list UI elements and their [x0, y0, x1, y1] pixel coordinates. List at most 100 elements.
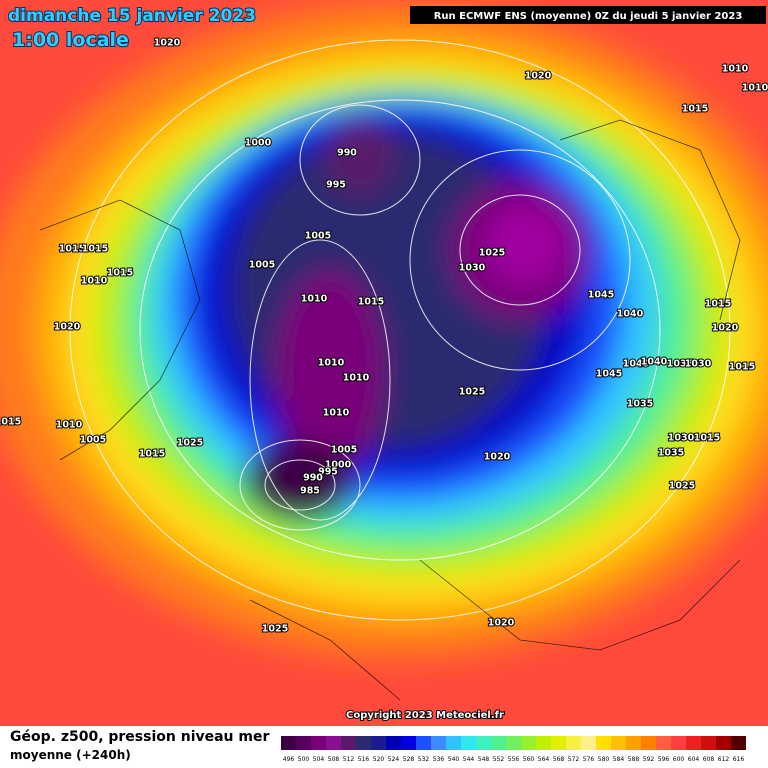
geopotential-field	[0, 0, 768, 660]
isobar-label: 1015	[0, 417, 21, 428]
legend-tick-label: 572	[568, 756, 580, 763]
coastlines	[39, 119, 741, 701]
isobar-label: 1045	[596, 369, 622, 380]
legend-tick-label: 584	[613, 756, 625, 763]
legend-swatch	[506, 736, 521, 750]
isobar-label: 1010	[722, 64, 749, 75]
isobar-label: 1025	[177, 438, 203, 449]
isobar-label: 1005	[80, 435, 106, 446]
legend-tick-label: 504	[313, 756, 325, 763]
isobar-label: 1025	[262, 624, 288, 635]
legend-swatch	[686, 736, 701, 750]
legend-tick-label: 532	[418, 756, 430, 763]
legend-swatch	[491, 736, 506, 750]
legend-tick-label: 580	[598, 756, 610, 763]
isobar-label: 1045	[623, 359, 649, 370]
isobar-label: 1005	[305, 231, 331, 242]
legend-swatch	[281, 736, 296, 750]
legend-tick-label: 524	[388, 756, 400, 763]
legend-swatch	[401, 736, 416, 750]
isobar-label: 1010	[318, 358, 345, 369]
isobar-label: 1025	[459, 387, 485, 398]
legend-swatch	[641, 736, 656, 750]
legend-swatch	[446, 736, 461, 750]
isobar-label: 1025	[479, 248, 505, 259]
local-time: 1:00 locale	[12, 29, 129, 51]
legend-swatch	[551, 736, 566, 750]
isobar-label: 1035	[658, 448, 684, 459]
isobar-label: 1015	[358, 297, 384, 308]
legend-tick-label: 548	[478, 756, 490, 763]
legend-swatch	[521, 736, 536, 750]
isobar-label: 1015	[682, 104, 708, 115]
legend-swatch	[566, 736, 581, 750]
isobar-label: 1010	[323, 408, 350, 419]
isobar-label: 1025	[669, 481, 695, 492]
legend-tick-label: 496	[283, 756, 295, 763]
legend-tick-label: 508	[328, 756, 340, 763]
legend-swatch	[626, 736, 641, 750]
isobar-label: 1005	[331, 445, 357, 456]
isobar-label: 1020	[712, 323, 739, 334]
legend-swatch	[476, 736, 491, 750]
legend-swatch	[416, 736, 431, 750]
run-banner	[410, 6, 766, 24]
legend-tick-label: 616	[733, 756, 745, 763]
legend-tick-label: 564	[538, 756, 550, 763]
legend-tick-label: 556	[508, 756, 520, 763]
isobar-label: 1030	[668, 433, 695, 444]
isobar-label: 1010	[81, 276, 108, 287]
legend-swatch	[371, 736, 386, 750]
legend-tick-label: 560	[523, 756, 535, 763]
legend-tick-label: 500	[298, 756, 310, 763]
isobar-label: 990	[337, 148, 357, 159]
legend-tick-label: 540	[448, 756, 460, 763]
legend-tick-label: 512	[343, 756, 355, 763]
isobar-label: 1040	[641, 357, 668, 368]
legend-swatch	[326, 736, 341, 750]
isobar-label: 1030	[459, 263, 486, 274]
legend-tick-label: 592	[643, 756, 655, 763]
isobars	[69, 39, 731, 621]
isobar-label: 1030	[685, 359, 712, 370]
isobar-label: 1010	[301, 294, 328, 305]
legend-tick-label: 536	[433, 756, 445, 763]
legend-tick-label: 604	[688, 756, 700, 763]
legend-swatch	[356, 736, 371, 750]
legend-swatch	[701, 736, 716, 750]
copyright: Copyright 2023 Meteociel.fr	[346, 710, 504, 721]
footer: Géop. z500, pression niveau mer moyenne …	[10, 729, 746, 763]
legend-tick-label: 576	[583, 756, 595, 763]
caption: Géop. z500, pression niveau mer	[10, 729, 269, 745]
isobar-label: 1010	[343, 373, 370, 384]
legend-swatch	[671, 736, 686, 750]
isobar-label: 990	[303, 473, 323, 484]
isobar-label: 995	[318, 467, 338, 478]
isobar-label: 1020	[488, 618, 515, 629]
legend-swatch	[611, 736, 626, 750]
legend-swatch	[716, 736, 731, 750]
subcaption: moyenne (+240h)	[10, 748, 131, 762]
run-info: Run ECMWF ENS (moyenne) 0Z du jeudi 5 ja…	[434, 11, 743, 22]
legend-swatch	[311, 736, 326, 750]
isobar-label: 1015	[107, 268, 133, 279]
isobar-label: 1020	[484, 452, 511, 463]
legend-tick-label: 516	[358, 756, 370, 763]
isobar-label: 1010	[56, 420, 83, 431]
isobar-label: 995	[326, 180, 346, 191]
legend-tick-label: 528	[403, 756, 415, 763]
isobar-label: 1020	[54, 322, 81, 333]
legend-swatch	[461, 736, 476, 750]
legend-tick-label: 552	[493, 756, 505, 763]
legend-tick-label: 612	[718, 756, 730, 763]
isobar-label: 1020	[525, 71, 552, 82]
isobar-label: 1015	[139, 449, 165, 460]
isobar-label: 1015	[705, 299, 731, 310]
isobar-label: 1000	[325, 460, 352, 471]
isobar-label: 1015	[82, 244, 108, 255]
legend-swatch	[731, 736, 746, 750]
legend-swatch	[341, 736, 356, 750]
legend-tick-label: 600	[673, 756, 685, 763]
isobar-label: 1040	[617, 309, 644, 320]
